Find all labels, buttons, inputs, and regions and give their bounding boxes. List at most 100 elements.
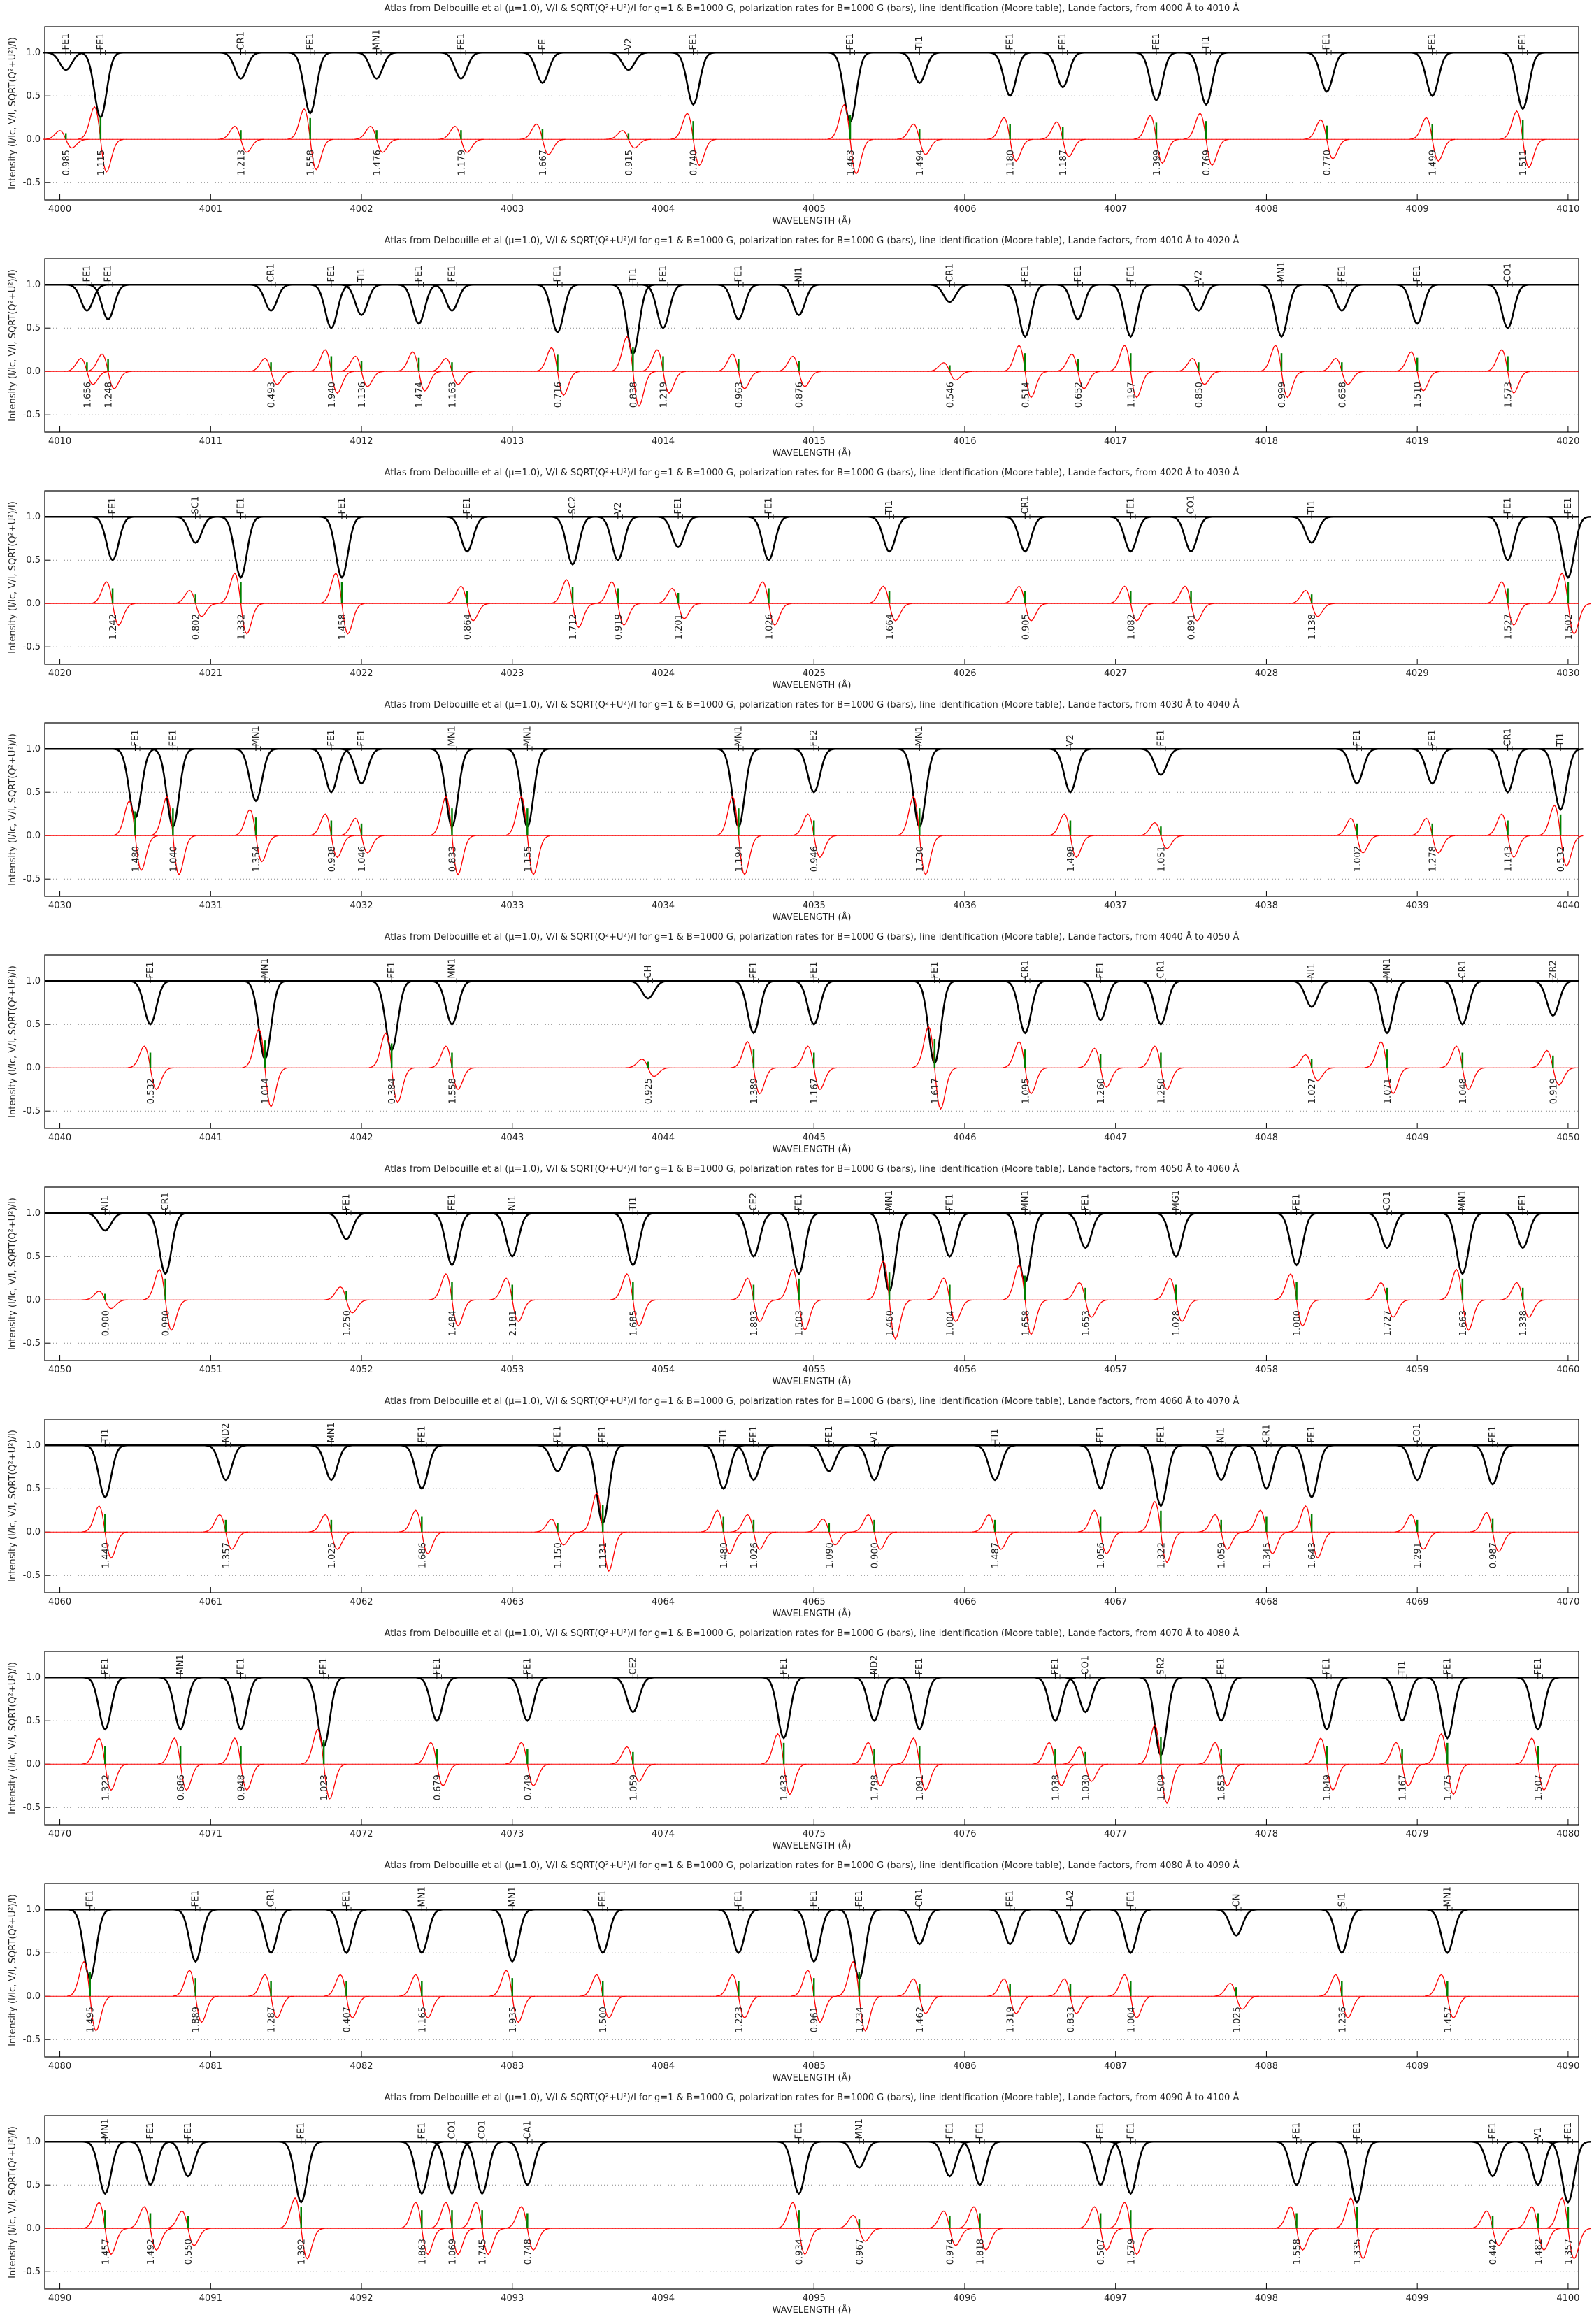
line-id: _MN1 bbox=[326, 1422, 337, 1448]
line-id: _FE1 bbox=[1005, 34, 1016, 55]
intensity-line-profile bbox=[1394, 1444, 1440, 1482]
intensity-line-profile bbox=[319, 516, 365, 579]
line-id: _FE1 bbox=[749, 1426, 759, 1448]
line-id: _FE1 bbox=[1216, 1658, 1227, 1680]
x-tick-label: 4081 bbox=[199, 2061, 222, 2072]
line-id: _MN1 bbox=[733, 726, 744, 752]
intensity-line-profile bbox=[776, 283, 822, 317]
x-tick-label: 4060 bbox=[1556, 1365, 1579, 1375]
lande-factor: 1.392 bbox=[297, 2239, 308, 2265]
lande-factor: 1.487 bbox=[991, 1542, 1001, 1568]
plot-frame bbox=[44, 1186, 1579, 1361]
line-id: _MN1 bbox=[417, 1886, 427, 1912]
lande-factor: 1.069 bbox=[447, 2239, 458, 2265]
line-id: _FE1 bbox=[417, 1426, 427, 1448]
lande-factor: 1.090 bbox=[825, 1542, 835, 1568]
lande-factor: 0.686 bbox=[176, 1774, 187, 1800]
lande-factor: 1.291 bbox=[1413, 1542, 1423, 1568]
lande-factor: 1.091 bbox=[915, 1774, 926, 1800]
intensity-line-profile bbox=[127, 980, 173, 1026]
line-id: _CR1 bbox=[266, 1888, 277, 1912]
lande-factor: 0.961 bbox=[810, 2007, 820, 2032]
intensity-line-profile bbox=[1274, 2141, 1319, 2186]
line-id: _CO1 bbox=[1503, 263, 1514, 287]
line-id: _FE1 bbox=[1156, 1426, 1166, 1448]
intensity-line-profile bbox=[82, 1212, 128, 1232]
lande-factor: 0.802 bbox=[192, 614, 202, 640]
lande-factor: 1.495 bbox=[86, 2007, 96, 2032]
intensity-line-profile bbox=[338, 283, 385, 317]
panel-title: Atlas from Delbouille et al (μ=1.0), V/I… bbox=[385, 235, 1240, 246]
x-tick-label: 4046 bbox=[953, 1133, 976, 1143]
lande-factor: 1.475 bbox=[1443, 1774, 1453, 1800]
x-tick-label: 4025 bbox=[803, 668, 826, 679]
line-id: _TI1 bbox=[1398, 1660, 1408, 1680]
x-tick-label: 4082 bbox=[350, 2061, 373, 2072]
y-tick-label: -0.5 bbox=[23, 1338, 41, 1349]
lande-factor: 1.357 bbox=[1564, 2239, 1574, 2265]
line-id: _FE1 bbox=[1156, 730, 1166, 752]
intensity-line-profile bbox=[716, 1909, 761, 1954]
y-tick-label: 1.0 bbox=[26, 1440, 41, 1451]
intensity-line-profile bbox=[127, 2141, 173, 2186]
x-tick-label: 4068 bbox=[1255, 1597, 1278, 1607]
line-id: _FE1 bbox=[414, 266, 424, 287]
y-tick-label: 0.0 bbox=[26, 598, 41, 609]
line-id: _FE1 bbox=[733, 266, 744, 287]
x-tick-label: 4013 bbox=[501, 436, 524, 447]
y-tick-label: 0.5 bbox=[26, 1484, 41, 1494]
line-id: _FE1 bbox=[1322, 34, 1333, 55]
intensity-line-profile bbox=[1077, 980, 1123, 1021]
lande-factor: 1.510 bbox=[1413, 382, 1423, 408]
intensity-line-profile bbox=[218, 1677, 264, 1731]
line-id: _FE1 bbox=[1126, 266, 1136, 287]
y-tick-label: 0.0 bbox=[26, 366, 41, 377]
x-tick-label: 4084 bbox=[652, 2061, 675, 2072]
y-tick-label: 0.5 bbox=[26, 1948, 41, 1958]
line-id: _FE1 bbox=[1096, 1426, 1106, 1448]
intensity-line-profile bbox=[278, 2141, 324, 2204]
lande-factor: 1.653 bbox=[1217, 1774, 1228, 1800]
lande-factor: 0.740 bbox=[689, 150, 700, 175]
lande-factor: 0.716 bbox=[553, 382, 563, 408]
lande-factor: 1.617 bbox=[931, 1078, 941, 1104]
intensity-line-profile bbox=[1002, 1212, 1048, 1284]
x-tick-label: 4100 bbox=[1556, 2293, 1579, 2304]
intensity-line-profile bbox=[1409, 52, 1456, 97]
lande-factor: 1.014 bbox=[261, 1078, 271, 1104]
x-tick-label: 4040 bbox=[1556, 901, 1579, 911]
x-tick-label: 4056 bbox=[953, 1365, 976, 1375]
intensity-line-profile bbox=[625, 980, 671, 1000]
line-id: _FE1 bbox=[794, 1194, 805, 1216]
x-tick-label: 4086 bbox=[953, 2061, 976, 2072]
lande-factor: 0.919 bbox=[1549, 1078, 1559, 1104]
lande-factor: 1.004 bbox=[945, 1310, 956, 1336]
intensity-line-profile bbox=[926, 2140, 972, 2178]
intensity-line-profile bbox=[1424, 1677, 1470, 1740]
line-id: _CO1 bbox=[447, 2120, 457, 2144]
intensity-line-profile bbox=[173, 515, 219, 544]
intensity-line-profile bbox=[987, 52, 1033, 97]
y-axis-label: Intensity (I/Ic, V/I, SQRT(Q²+U²)/I) bbox=[8, 1198, 18, 1350]
line-id: _FE1 bbox=[1292, 1194, 1302, 1216]
intensity-line-profile bbox=[535, 284, 580, 334]
lande-factor: 0.948 bbox=[236, 1774, 247, 1800]
lande-factor: 1.482 bbox=[1534, 2239, 1544, 2265]
y-axis-label: Intensity (I/Ic, V/I, SQRT(Q²+U²)/I) bbox=[8, 2126, 18, 2279]
y-tick-label: 0.5 bbox=[26, 1716, 41, 1726]
lande-factor: 1.527 bbox=[1504, 614, 1514, 640]
x-tick-label: 4018 bbox=[1255, 436, 1278, 447]
line-id: _FE1 bbox=[296, 2123, 307, 2144]
intensity-line-profile bbox=[896, 1677, 942, 1731]
lande-factor: 1.460 bbox=[885, 1310, 896, 1336]
line-id: _FE1 bbox=[945, 2123, 955, 2144]
x-tick-label: 4090 bbox=[48, 2293, 71, 2304]
x-tick-label: 4041 bbox=[199, 1133, 222, 1143]
x-tick-label: 4008 bbox=[1255, 204, 1278, 215]
y-tick-label: 1.0 bbox=[26, 2137, 41, 2147]
intensity-line-profile bbox=[1379, 1677, 1425, 1722]
lande-factor: 1.136 bbox=[357, 382, 368, 408]
panel: Atlas from Delbouille et al (μ=1.0), V/I… bbox=[8, 2092, 1591, 2316]
lande-factor: 1.030 bbox=[1082, 1774, 1092, 1800]
x-axis-label: WAVELENGTH (Å) bbox=[773, 1144, 852, 1155]
